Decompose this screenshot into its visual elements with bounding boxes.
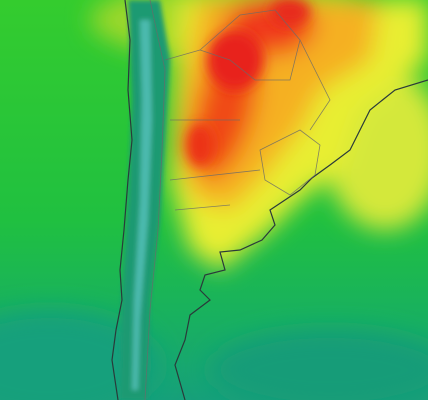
west-coast [111, 0, 133, 400]
hot-core [186, 0, 310, 167]
hot-core-area [207, 30, 263, 90]
andes-snow [132, 20, 152, 390]
hot-core-area [270, 0, 310, 26]
cool-zone [0, 310, 160, 400]
borders [144, 0, 331, 400]
border-uruguay [259, 129, 321, 196]
province-lines [164, 49, 261, 211]
border-brazil [299, 39, 331, 131]
coastlines [111, 0, 428, 400]
east-coast [174, 79, 428, 400]
hot-core-area [186, 123, 214, 167]
andes [120, 0, 170, 400]
cool-zone [210, 330, 428, 400]
border-paraguay [199, 9, 301, 81]
border-chile-argentina [144, 0, 166, 400]
